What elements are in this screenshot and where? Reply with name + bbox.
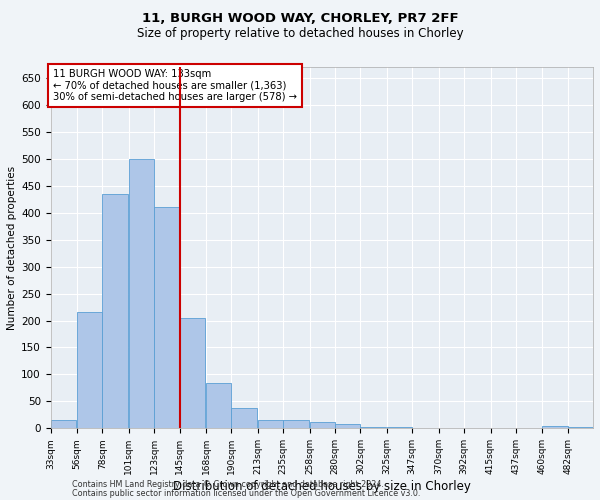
Bar xyxy=(335,424,361,428)
Bar xyxy=(232,408,257,428)
Bar xyxy=(154,207,179,428)
Y-axis label: Number of detached properties: Number of detached properties xyxy=(7,166,17,330)
Bar xyxy=(542,426,568,428)
X-axis label: Distribution of detached houses by size in Chorley: Distribution of detached houses by size … xyxy=(173,480,471,493)
Bar xyxy=(568,427,593,428)
Text: Contains HM Land Registry data © Crown copyright and database right 2024.: Contains HM Land Registry data © Crown c… xyxy=(72,480,384,489)
Bar xyxy=(77,312,103,428)
Bar xyxy=(310,422,335,428)
Bar xyxy=(129,158,154,428)
Bar xyxy=(258,420,283,428)
Bar xyxy=(103,194,128,428)
Bar xyxy=(50,420,76,428)
Text: 11 BURGH WOOD WAY: 133sqm
← 70% of detached houses are smaller (1,363)
30% of se: 11 BURGH WOOD WAY: 133sqm ← 70% of detac… xyxy=(53,69,297,102)
Bar xyxy=(206,382,232,428)
Text: Contains public sector information licensed under the Open Government Licence v3: Contains public sector information licen… xyxy=(72,488,421,498)
Bar xyxy=(283,420,308,428)
Bar xyxy=(361,427,386,428)
Text: 11, BURGH WOOD WAY, CHORLEY, PR7 2FF: 11, BURGH WOOD WAY, CHORLEY, PR7 2FF xyxy=(142,12,458,26)
Text: Size of property relative to detached houses in Chorley: Size of property relative to detached ho… xyxy=(137,28,463,40)
Bar xyxy=(179,318,205,428)
